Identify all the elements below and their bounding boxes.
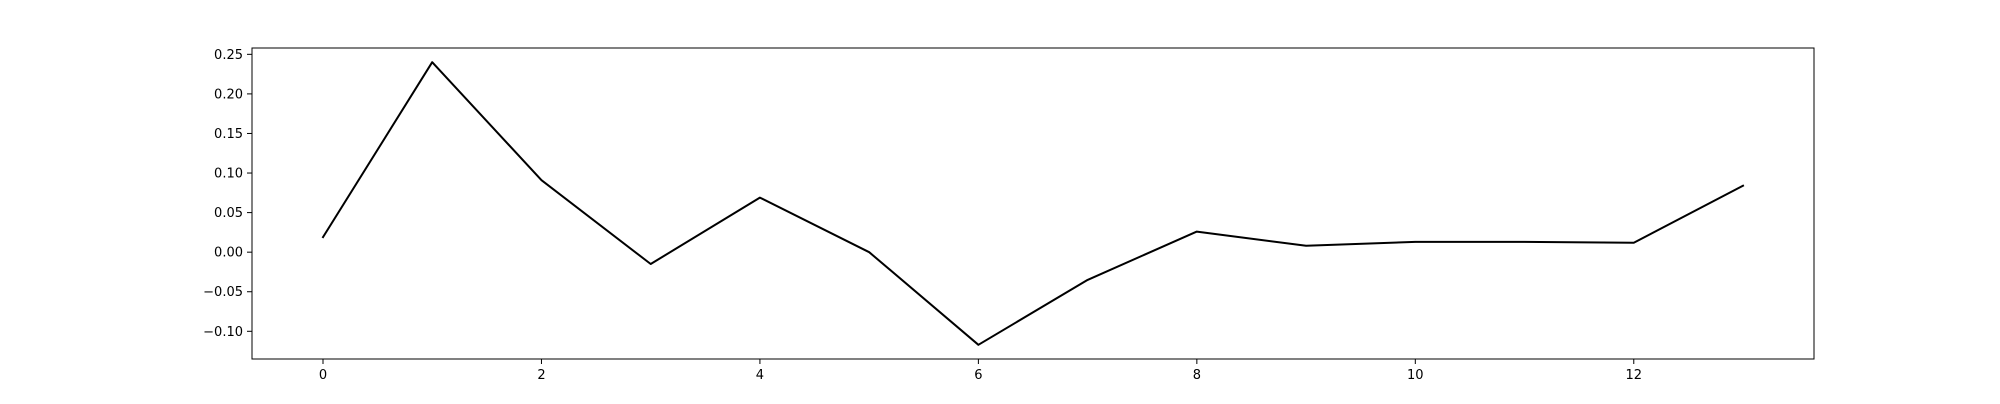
x-tick-label: 2	[537, 368, 545, 383]
x-tick-label: 4	[756, 368, 764, 383]
y-tick-label: −0.05	[203, 285, 243, 300]
x-tick-label: 6	[974, 368, 982, 383]
y-tick-label: 0.15	[214, 127, 243, 142]
plot-frame	[251, 47, 1815, 360]
y-tick-label: 0.10	[214, 167, 243, 182]
plot-area: 0 2 4 6 8 10 12 0.25 0.20 0.15 0.10 0.05 0.00 −0.05 −0…	[203, 47, 1815, 383]
x-tick-label: 8	[1193, 368, 1201, 383]
y-tick-label: 0.05	[214, 206, 243, 221]
y-tick-label: −0.10	[203, 325, 243, 340]
y-tick-label: 0.25	[214, 48, 243, 63]
series-line	[321, 61, 1745, 346]
x-tick-label: 10	[1407, 368, 1424, 383]
y-tick-label: 0.00	[214, 246, 243, 261]
y-tick-label: 0.20	[214, 87, 243, 102]
x-tick-label: 12	[1625, 368, 1642, 383]
x-tick-label: 0	[319, 368, 327, 383]
